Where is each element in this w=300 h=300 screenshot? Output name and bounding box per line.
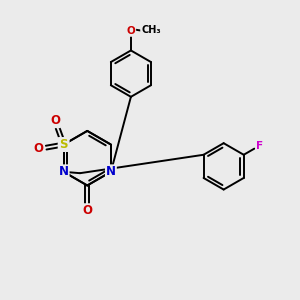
Text: CH₃: CH₃ (141, 25, 161, 35)
Text: O: O (34, 142, 44, 155)
Text: S: S (59, 138, 68, 151)
Text: O: O (82, 204, 92, 217)
Text: O: O (127, 26, 135, 36)
Text: N: N (59, 138, 69, 151)
Text: N: N (106, 165, 116, 178)
Text: F: F (256, 141, 263, 151)
Text: N: N (59, 165, 69, 178)
Text: O: O (50, 114, 60, 127)
